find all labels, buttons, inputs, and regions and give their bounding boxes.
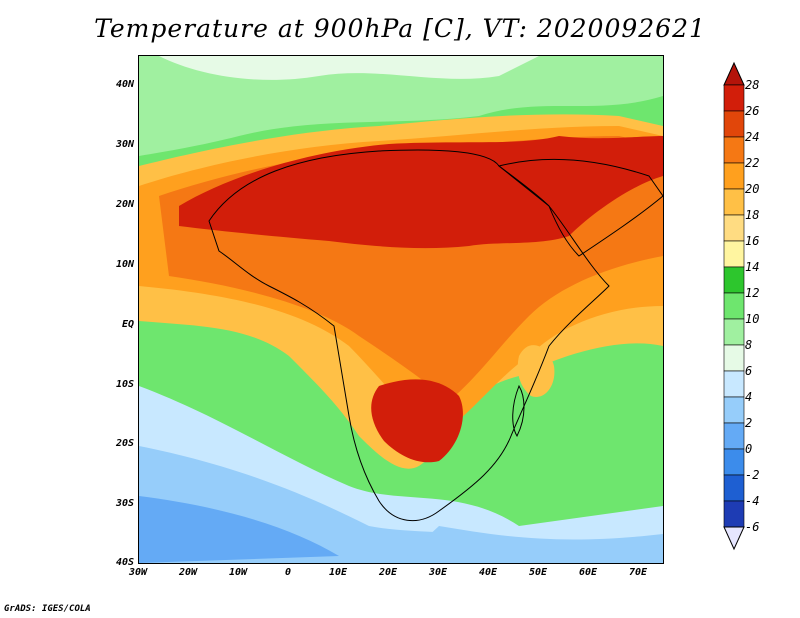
lat-label: 10S: [115, 379, 134, 390]
lon-label: 30W: [128, 567, 148, 578]
colorbar-tick-label: 8: [745, 338, 753, 352]
colorbar-tick-label: -4: [745, 494, 760, 508]
colorbar-tick-label: 0: [745, 442, 753, 456]
colorbar-segment: [723, 370, 745, 398]
colorbar-tick-label: 10: [745, 312, 760, 326]
lon-label: 10E: [328, 567, 348, 578]
lat-label: 20S: [115, 438, 134, 449]
lon-label: 20E: [378, 567, 398, 578]
colorbar-segment: [723, 136, 745, 164]
lon-label: 20W: [178, 567, 198, 578]
colorbar-tick-label: -2: [745, 468, 760, 482]
lon-label: 10W: [228, 567, 248, 578]
lon-label: 60E: [578, 567, 598, 578]
lat-label: 40N: [115, 79, 134, 90]
colorbar-tick-label: 2: [745, 416, 753, 430]
map-title: Temperature at 900hPa [C], VT: 202009262…: [94, 14, 706, 43]
colorbar-segment: [723, 110, 745, 138]
lon-label: 0: [284, 567, 292, 578]
credit-text: GrADS: IGES/COLA: [4, 604, 91, 614]
colorbar-tick-label: 4: [745, 390, 753, 404]
colorbar-tick-label: 12: [745, 286, 760, 300]
lat-label: 30N: [115, 139, 134, 150]
colorbar-tick-label: 22: [745, 156, 760, 170]
colorbar-min-triangle: [723, 526, 745, 551]
colorbar-segment: [723, 292, 745, 320]
lat-label: 30S: [115, 498, 134, 509]
colorbar-tick-label: 28: [745, 78, 760, 92]
colorbar-tick-label: 18: [745, 208, 760, 222]
temperature-map: [138, 55, 664, 564]
temperature-field: [139, 56, 663, 563]
lat-label: 40S: [115, 557, 134, 568]
colorbar-tick-label: 14: [745, 260, 760, 274]
lon-label: 70E: [628, 567, 648, 578]
lat-label: 20N: [115, 199, 134, 210]
colorbar-segment: [723, 266, 745, 294]
colorbar-segment: [723, 448, 745, 476]
colorbar-segment: [723, 500, 745, 528]
colorbar-tick-label: 24: [745, 130, 760, 144]
colorbar-max-triangle: [723, 61, 745, 86]
colorbar-tick-label: -6: [745, 520, 760, 534]
colorbar-tick-label: 16: [745, 234, 760, 248]
lon-label: 30E: [428, 567, 448, 578]
colorbar-segment: [723, 474, 745, 502]
lat-label: 10N: [115, 259, 134, 270]
colorbar-tick-label: 6: [745, 364, 753, 378]
colorbar-segment: [723, 162, 745, 190]
colorbar-segment: [723, 84, 745, 112]
lon-label: 50E: [528, 567, 548, 578]
colorbar-tick-label: 26: [745, 104, 760, 118]
colorbar-tick-label: 20: [745, 182, 760, 196]
colorbar: [723, 61, 745, 551]
colorbar-segment: [723, 240, 745, 268]
lat-label: EQ: [121, 319, 134, 330]
colorbar-segment: [723, 422, 745, 450]
colorbar-segment: [723, 344, 745, 372]
colorbar-segment: [723, 318, 745, 346]
lon-label: 40E: [478, 567, 498, 578]
colorbar-segment: [723, 396, 745, 424]
colorbar-segment: [723, 188, 745, 216]
colorbar-segment: [723, 214, 745, 242]
